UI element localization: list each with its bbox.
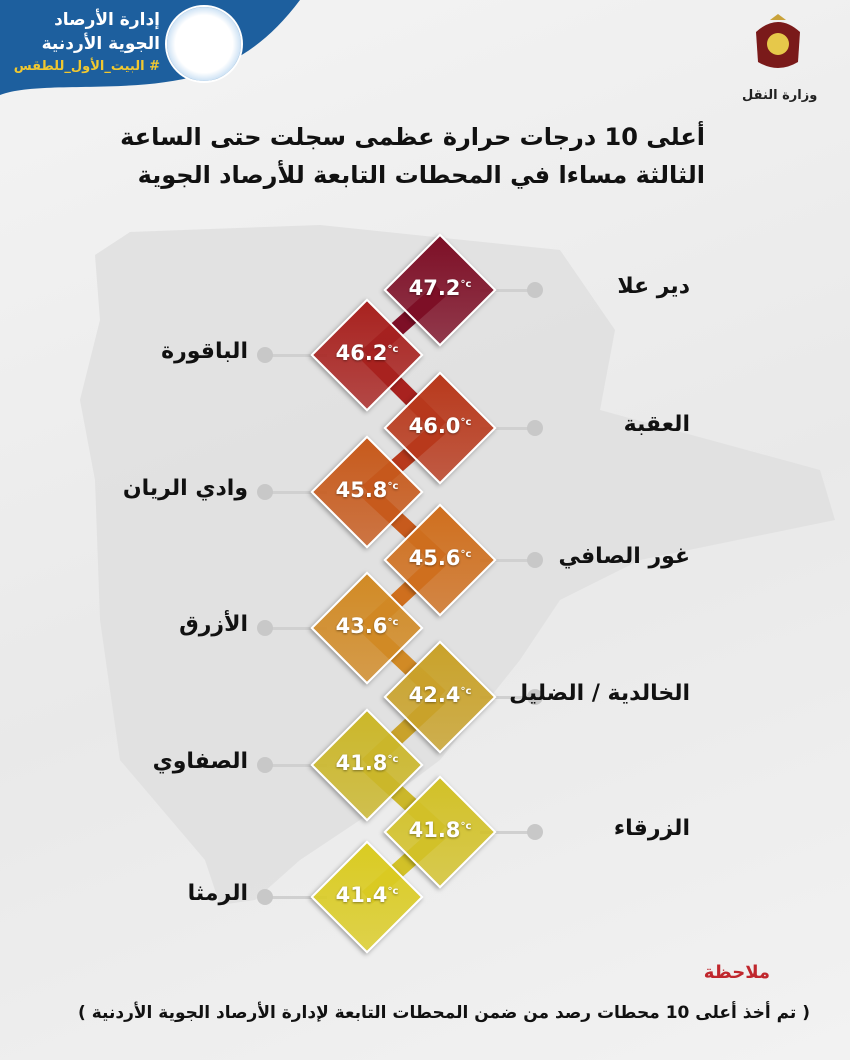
unit-label: °c: [460, 821, 472, 832]
page-title: أعلى 10 درجات حرارة عظمى سجلت حتى الساعة…: [120, 118, 705, 194]
station-name: الباقورة: [161, 339, 248, 364]
temperature-value: 47.2°c: [380, 276, 500, 300]
temperature-value: 41.4°c: [307, 883, 427, 907]
station-name: الزرقاء: [613, 816, 690, 841]
unit-label: °c: [387, 886, 399, 897]
org-name-line1: إدارة الأرصاد: [54, 10, 160, 30]
station-name: الأزرق: [179, 612, 248, 637]
unit-label: °c: [387, 481, 399, 492]
note-text: ( تم أخذ أعلى 10 محطات رصد من ضمن المحطا…: [78, 1003, 810, 1023]
station-marker-dot: [527, 689, 543, 705]
leader-line: [265, 896, 327, 899]
leader-line: [480, 427, 535, 430]
unit-label: °c: [460, 686, 472, 697]
temperature-number: 41.4: [335, 883, 388, 907]
leader-line: [480, 696, 535, 699]
title-line2: الثالثة مساءا في المحطات التابعة للأرصاد…: [137, 161, 705, 189]
station-name: العقبة: [623, 412, 690, 437]
temperature-number: 45.8: [335, 478, 388, 502]
station-marker-dot: [257, 347, 273, 363]
station-marker-dot: [527, 824, 543, 840]
station-marker-dot: [257, 889, 273, 905]
temperature-value: 42.4°c: [380, 683, 500, 707]
leader-line: [265, 354, 327, 357]
station-marker-dot: [527, 282, 543, 298]
leader-line: [265, 627, 327, 630]
temperature-number: 45.6: [408, 546, 461, 570]
unit-label: °c: [460, 279, 472, 290]
temperature-number: 47.2: [408, 276, 461, 300]
unit-label: °c: [387, 754, 399, 765]
temperature-number: 41.8: [408, 818, 461, 842]
temperature-value: 45.6°c: [380, 546, 500, 570]
temperature-value: 41.8°c: [380, 818, 500, 842]
leader-line: [480, 289, 535, 292]
station-name: الصفاوي: [152, 749, 248, 774]
temperature-number: 46.2: [335, 341, 388, 365]
title-line1: أعلى 10 درجات حرارة عظمى سجلت حتى الساعة: [120, 123, 705, 151]
temperature-value: 46.2°c: [307, 341, 427, 365]
station-marker-dot: [257, 757, 273, 773]
temperature-value: 41.8°c: [307, 751, 427, 775]
leader-line: [265, 491, 327, 494]
leader-line: [480, 831, 535, 834]
station-name: الخالدية / الضليل: [509, 681, 690, 706]
hashtag: # البيت_الأول_للطقس: [13, 59, 160, 74]
station-marker-dot: [527, 420, 543, 436]
station-name: وادي الريان: [122, 476, 248, 501]
station-marker-dot: [257, 620, 273, 636]
station-name: دير علا: [617, 274, 690, 299]
temperature-value: 45.8°c: [307, 478, 427, 502]
unit-label: °c: [387, 617, 399, 628]
ministry-logo-text: وزارة النقل: [742, 88, 818, 103]
note-title: ملاحظة: [703, 962, 770, 983]
temperature-value: 43.6°c: [307, 614, 427, 638]
temperature-number: 46.0: [408, 414, 461, 438]
unit-label: °c: [460, 549, 472, 560]
leader-line: [265, 764, 327, 767]
leader-line: [480, 559, 535, 562]
temperature-number: 41.8: [335, 751, 388, 775]
jordan-coat-of-arms-icon: [756, 14, 800, 68]
station-marker-dot: [527, 552, 543, 568]
unit-label: °c: [460, 417, 472, 428]
station-name: الرمثا: [187, 881, 248, 906]
unit-label: °c: [387, 344, 399, 355]
station-marker-dot: [257, 484, 273, 500]
temperature-number: 42.4: [408, 683, 461, 707]
meteorological-department-logo: [165, 5, 243, 83]
org-name-line2: الجوية الأردنية: [41, 34, 160, 54]
temperature-number: 43.6: [335, 614, 388, 638]
station-name: غور الصافي: [558, 544, 690, 569]
temperature-value: 46.0°c: [380, 414, 500, 438]
